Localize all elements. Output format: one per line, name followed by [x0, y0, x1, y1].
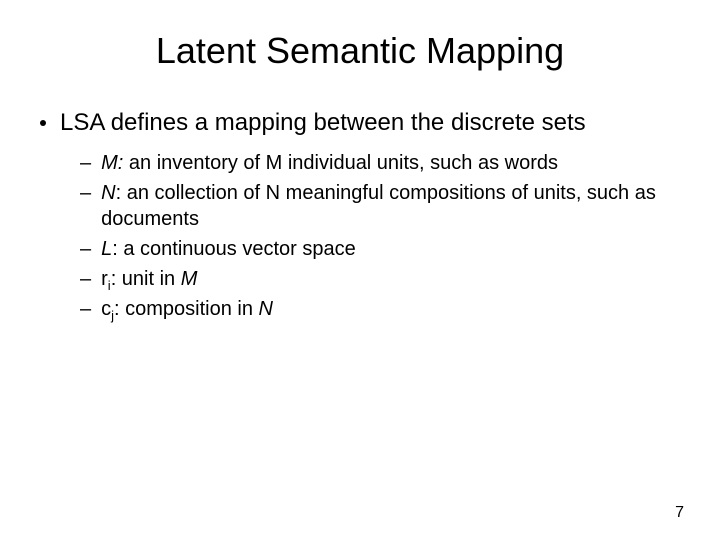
sub-bullet-item: – L: a continuous vector space	[80, 236, 684, 262]
term-label: r	[101, 268, 108, 290]
term-desc: : unit in	[111, 268, 181, 290]
page-number: 7	[675, 504, 684, 522]
dash-icon: –	[80, 150, 91, 176]
term-label: c	[101, 298, 111, 320]
sub-bullet-text: L: a continuous vector space	[101, 236, 684, 262]
sub-bullet-text: N: an collection of N meaningful composi…	[101, 180, 684, 232]
dash-icon: –	[80, 266, 91, 292]
dash-icon: –	[80, 236, 91, 262]
bullet-dot-icon	[40, 120, 46, 126]
term-tail: M	[181, 268, 198, 290]
dash-icon: –	[80, 296, 91, 322]
term-desc: : composition in	[114, 298, 259, 320]
sub-bullet-item: – M: an inventory of M individual units,…	[80, 150, 684, 176]
term-label: M:	[101, 152, 123, 174]
slide-title: Latent Semantic Mapping	[36, 30, 684, 72]
sub-bullet-text: M: an inventory of M individual units, s…	[101, 150, 684, 176]
term-desc: : a continuous vector space	[112, 238, 355, 260]
bullet-main-text: LSA defines a mapping between the discre…	[60, 108, 684, 138]
term-desc: an inventory of M individual units, such…	[123, 152, 558, 174]
sub-bullet-item: – cj: composition in N	[80, 296, 684, 322]
term-label: L	[101, 238, 112, 260]
term-label: N	[101, 182, 115, 204]
sub-bullet-item: – N: an collection of N meaningful compo…	[80, 180, 684, 232]
dash-icon: –	[80, 180, 91, 206]
term-tail: N	[259, 298, 273, 320]
slide: Latent Semantic Mapping LSA defines a ma…	[0, 0, 720, 540]
sub-bullet-text: cj: composition in N	[101, 296, 684, 322]
bullet-main: LSA defines a mapping between the discre…	[36, 108, 684, 138]
sub-bullet-item: – ri: unit in M	[80, 266, 684, 292]
sub-bullet-list: – M: an inventory of M individual units,…	[36, 150, 684, 322]
sub-bullet-text: ri: unit in M	[101, 266, 684, 292]
term-desc: : an collection of N meaningful composit…	[101, 182, 656, 230]
